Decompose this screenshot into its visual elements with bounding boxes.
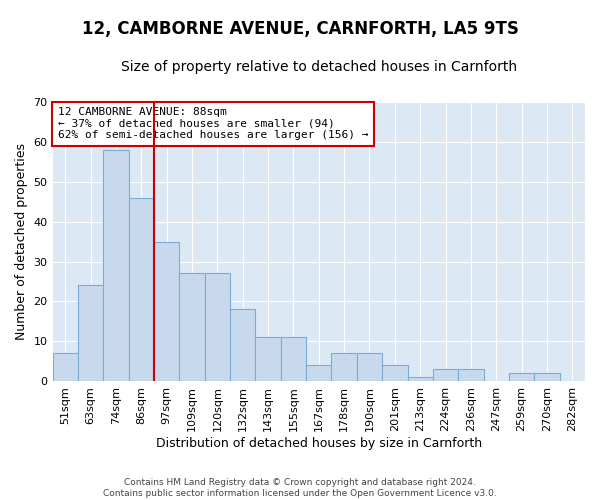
Bar [458,370,484,382]
Y-axis label: Number of detached properties: Number of detached properties [15,143,28,340]
Text: 12 CAMBORNE AVENUE: 88sqm
← 37% of detached houses are smaller (94)
62% of semi-: 12 CAMBORNE AVENUE: 88sqm ← 37% of detac… [58,107,368,140]
Bar [230,310,256,382]
Bar [179,274,205,382]
Bar [306,366,331,382]
Bar [78,286,103,382]
Title: Size of property relative to detached houses in Carnforth: Size of property relative to detached ho… [121,60,517,74]
Bar [128,198,154,382]
Bar [256,338,281,382]
Bar [281,338,306,382]
Text: Contains HM Land Registry data © Crown copyright and database right 2024.
Contai: Contains HM Land Registry data © Crown c… [103,478,497,498]
Bar [357,354,382,382]
Bar [331,354,357,382]
Bar [53,354,78,382]
Bar [154,242,179,382]
Bar [407,378,433,382]
Bar [534,374,560,382]
Bar [433,370,458,382]
Bar [103,150,128,382]
Bar [205,274,230,382]
Bar [382,366,407,382]
X-axis label: Distribution of detached houses by size in Carnforth: Distribution of detached houses by size … [156,437,482,450]
Text: 12, CAMBORNE AVENUE, CARNFORTH, LA5 9TS: 12, CAMBORNE AVENUE, CARNFORTH, LA5 9TS [82,20,518,38]
Bar [509,374,534,382]
